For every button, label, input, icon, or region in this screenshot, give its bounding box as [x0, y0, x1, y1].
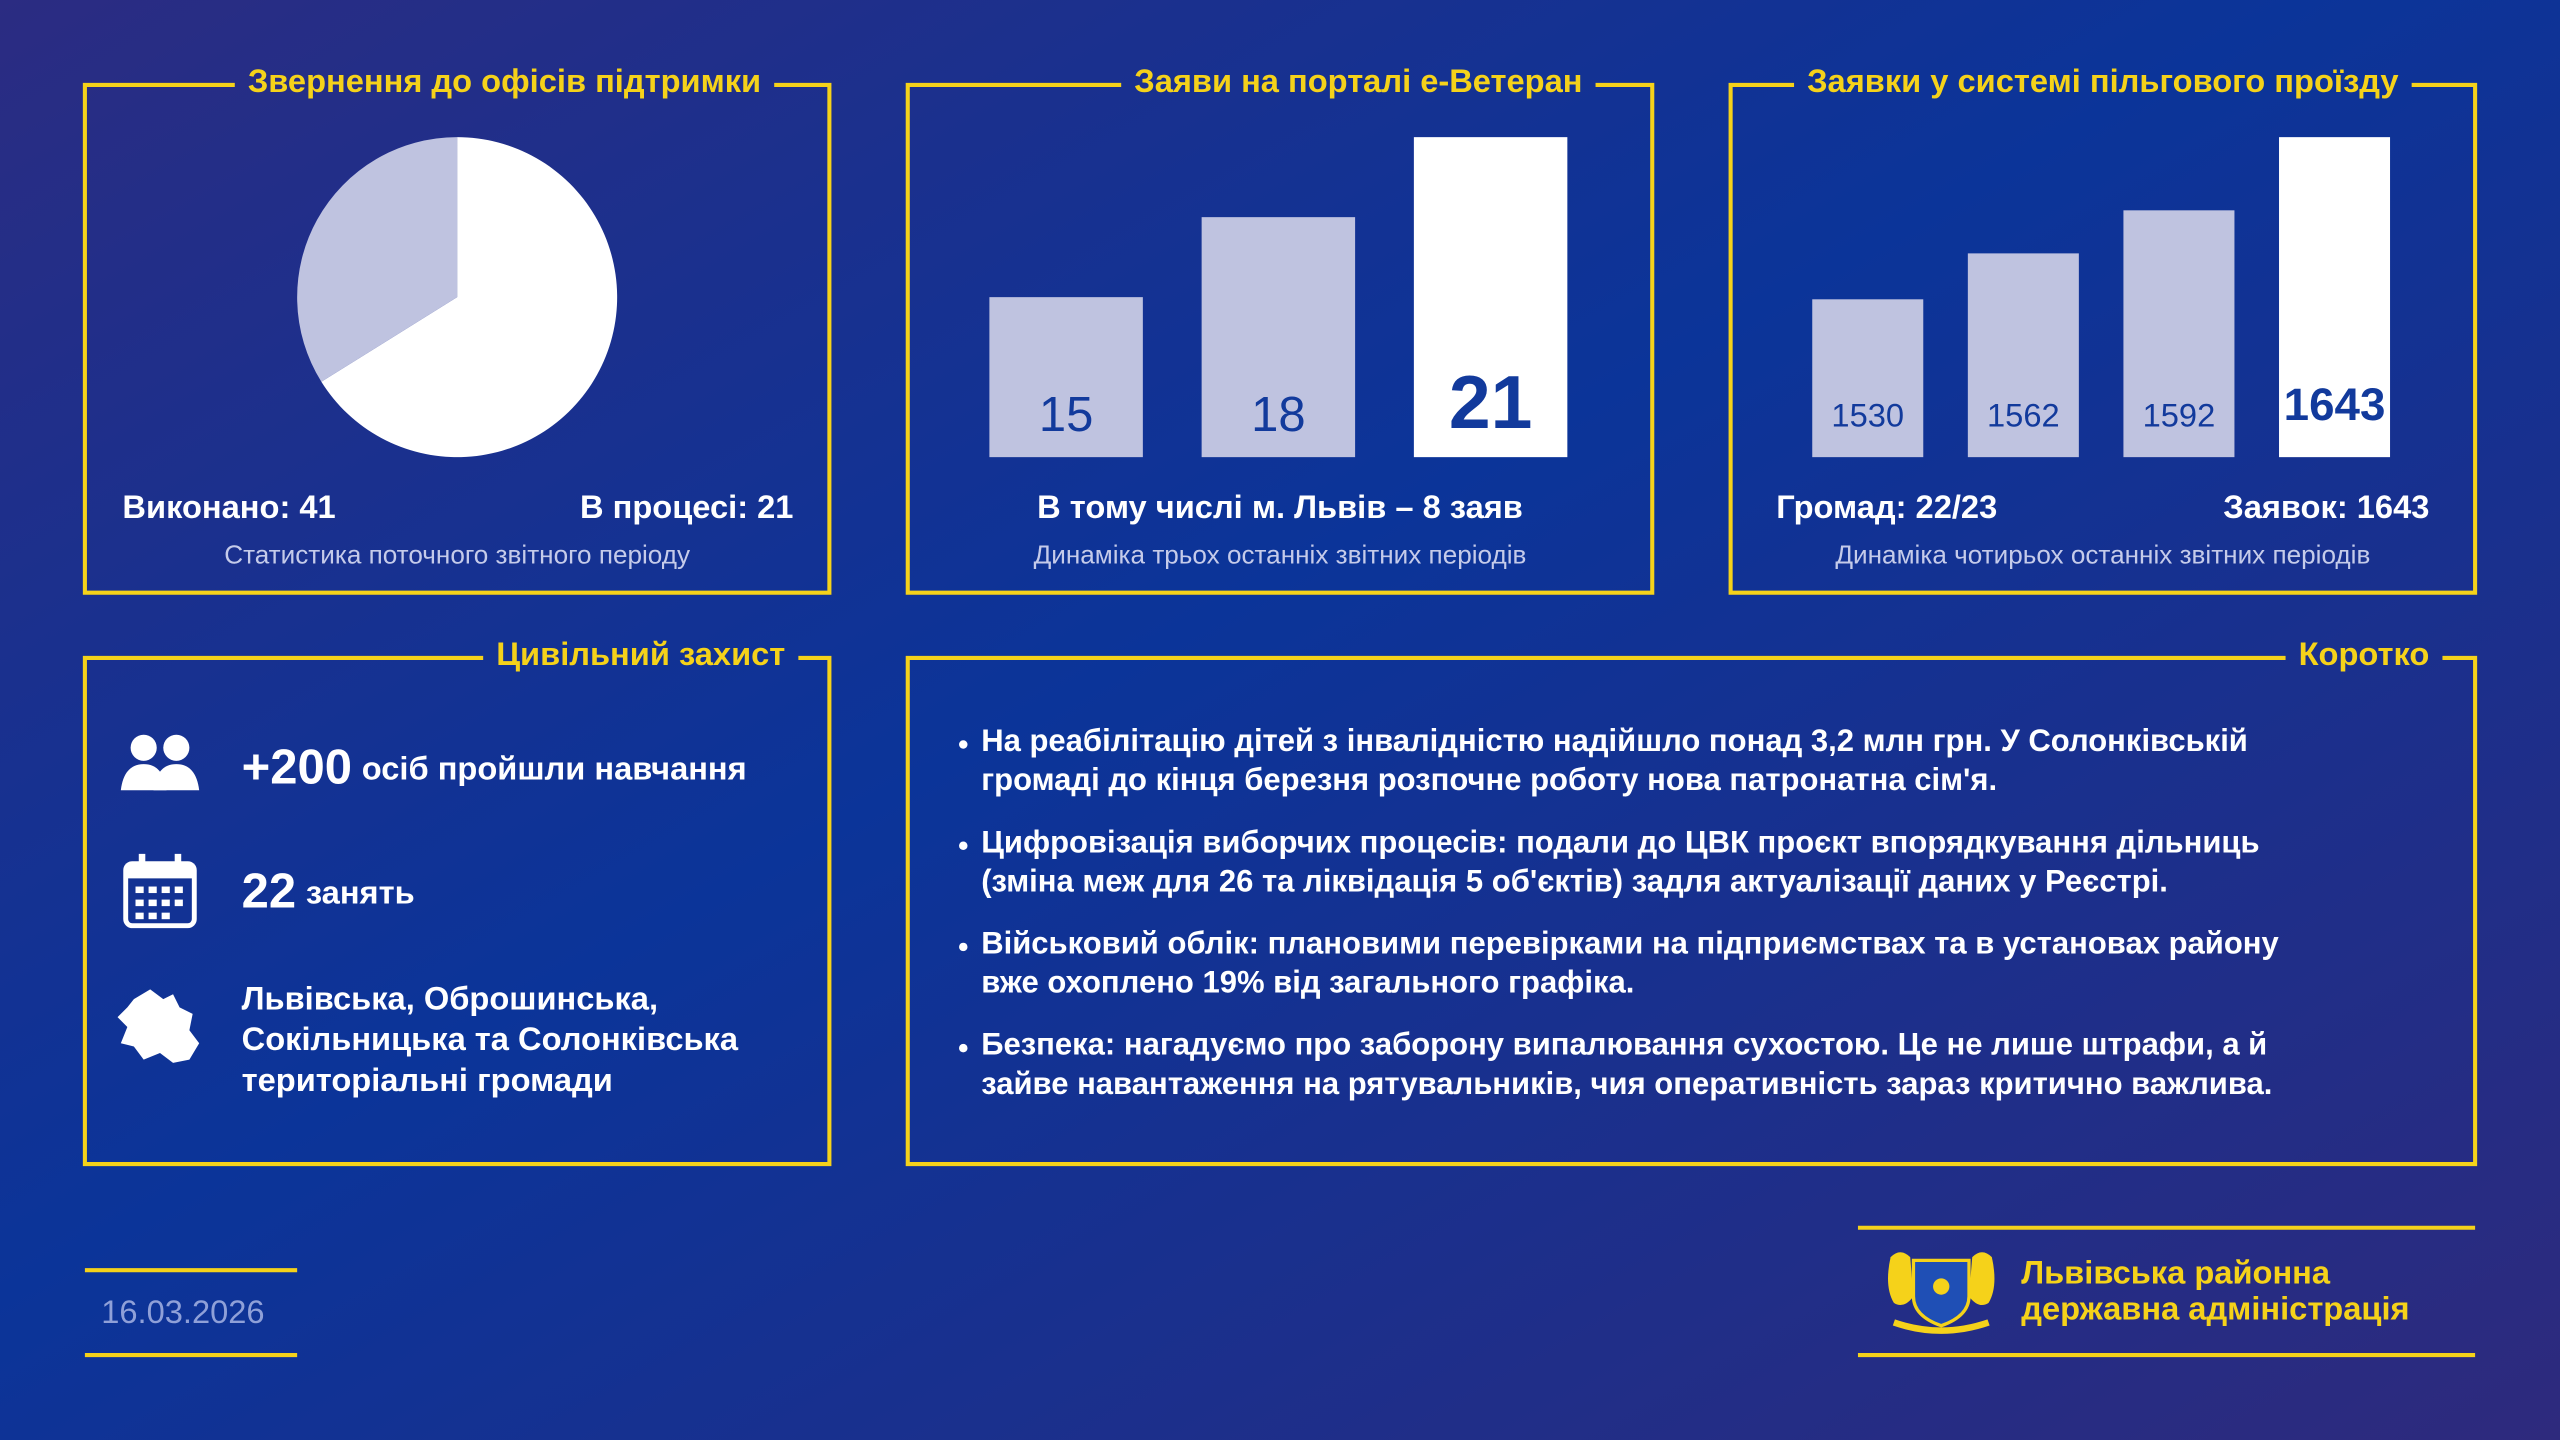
bar-value-label: 21: [1449, 360, 1533, 444]
brief-line: Безпека: нагадуємо про заборону випалюва…: [981, 1027, 2267, 1062]
brief-line: зайве навантаження на рятувальників, чия…: [981, 1066, 2272, 1101]
calendar-icon: [123, 853, 197, 929]
frame: [82, 655, 832, 1167]
stat-value: +200: [242, 741, 352, 795]
bar: [1413, 137, 1568, 458]
section-title: Заяви на порталі e-Ветеран: [1134, 62, 1582, 99]
bar-value-label: 1562: [1987, 397, 2060, 434]
bullet: [959, 841, 968, 850]
brief-line: Військовий облік: плановими перевірками …: [981, 925, 2279, 960]
organization: Львівська районна: [2021, 1254, 2331, 1291]
bullet: [959, 942, 968, 952]
communities: територіальні громади: [242, 1061, 613, 1098]
pie-label: В процесі: 21: [580, 488, 794, 525]
note: Заявок: 1643: [2223, 488, 2429, 525]
frame: [905, 655, 2478, 1167]
stat-line: +200 осіб пройшли навчання: [242, 741, 747, 795]
bar-value-label: 1530: [1831, 397, 1904, 434]
brief-line: вже охоплено 19% від загального графіка.: [981, 965, 1634, 1000]
frame: [1728, 82, 2478, 595]
section-title: Коротко: [2299, 635, 2430, 672]
brief-line: громаді до кінця березня розпочне роботу…: [981, 762, 1997, 797]
communities: Сокільницька та Солонківська: [242, 1020, 739, 1057]
subtitle: Динаміка чотирьох останніх звітних періо…: [1835, 540, 2370, 570]
people-icon: [120, 734, 200, 791]
date: 16.03.2026: [101, 1293, 264, 1330]
bar-value-label: 1592: [2143, 397, 2216, 434]
frame: [82, 82, 832, 595]
bar-value-label: 1643: [2284, 379, 2386, 430]
stat-line: 22 занять: [242, 865, 415, 919]
note: В тому числі м. Львів – 8 заяв: [1037, 488, 1523, 525]
section-title: Звернення до офісів підтримки: [248, 62, 761, 99]
bar: [2279, 137, 2391, 458]
logo: [1888, 1252, 1995, 1334]
bar: [1201, 217, 1356, 458]
note: Громад: 22/23: [1776, 488, 1997, 525]
subtitle: Динаміка трьох останніх звітних періодів: [1034, 540, 1527, 570]
pie-slice: [297, 137, 458, 382]
bar: [1812, 299, 1924, 458]
stat-value: 22: [242, 865, 296, 919]
subtitle: Статистика поточного звітного періоду: [224, 540, 690, 570]
bar-value-label: 15: [1039, 388, 1093, 442]
stat-text: осіб пройшли навчання: [362, 749, 747, 786]
bar: [1967, 253, 2079, 458]
bullet: [959, 740, 968, 749]
content: Звернення до офісів підтримки Статистика …: [82, 62, 2478, 1358]
stat-text: занять: [306, 873, 415, 910]
pie-label: Виконано: 41: [122, 488, 335, 525]
bar: [989, 297, 1143, 458]
brief-line: На реабілітацію дітей з інвалідністю над…: [981, 723, 2248, 758]
organization: державна адміністрація: [2021, 1290, 2409, 1327]
section-title: Цивільний захист: [496, 635, 785, 672]
bar-value-label: 18: [1251, 388, 1305, 442]
section-title: Заявки у системі пільгового проїзду: [1807, 62, 2398, 99]
communities: Львівська, Оброшинська,: [242, 979, 658, 1016]
frame: [905, 82, 1655, 595]
brief-line: Цифровізація виборчих процесів: подали д…: [981, 824, 2259, 859]
bullet: [959, 1043, 968, 1053]
map-icon: [117, 989, 200, 1063]
pie-slice: [321, 137, 618, 458]
bar: [2123, 210, 2235, 458]
brief-line: (зміна меж для 26 та ліквідація 5 об'єкт…: [981, 863, 2168, 898]
